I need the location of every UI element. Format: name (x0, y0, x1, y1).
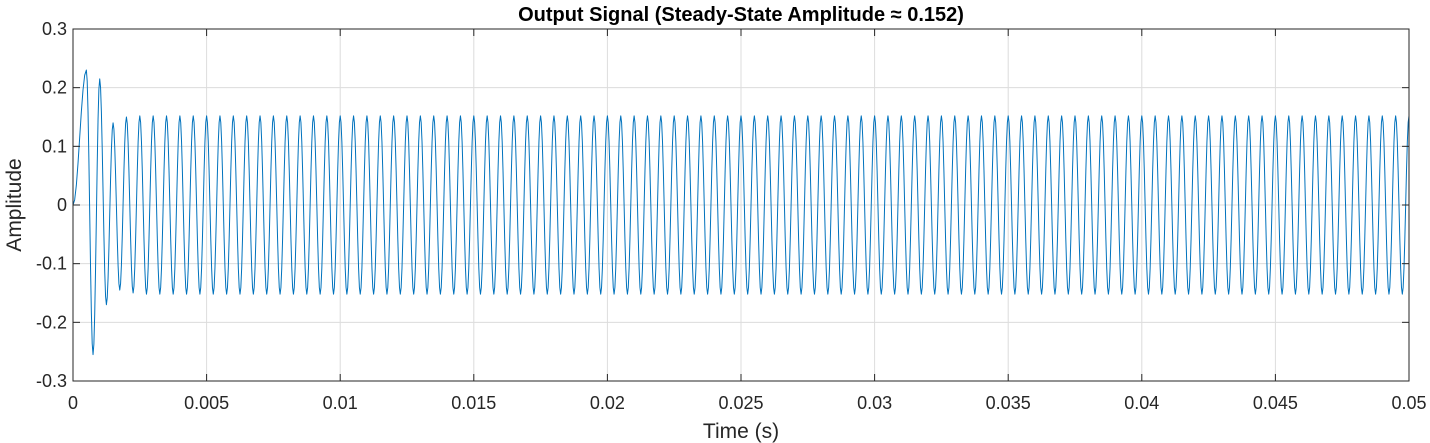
y-tick-label: -0.2 (36, 312, 67, 332)
x-axis-label: Time (s) (703, 420, 779, 443)
tick-labels: 0 0.005 0.01 0.015 0.02 0.025 0.03 0.035 0.04 0.0… (36, 19, 1427, 413)
x-tick-label: 0.01 (323, 393, 358, 413)
x-tick-label: 0.015 (451, 393, 496, 413)
grid (72, 28, 1410, 382)
axis-ticks (72, 28, 1410, 382)
x-tick-label: 0.02 (590, 393, 625, 413)
x-tick-label: 0.025 (718, 393, 763, 413)
y-tick-label: 0.1 (42, 136, 67, 156)
x-tick-label: 0.05 (1391, 393, 1426, 413)
x-tick-label: 0.04 (1124, 393, 1159, 413)
y-tick-label: 0.3 (42, 19, 67, 39)
series-line-0 (72, 69, 1410, 356)
x-tick-label: 0.045 (1253, 393, 1298, 413)
x-tick-label: 0 (68, 393, 78, 413)
y-tick-label: 0 (57, 195, 67, 215)
chart-title: Output Signal (Steady-State Amplitude ≈ … (518, 4, 964, 26)
y-tick-label: 0.2 (42, 78, 67, 98)
y-axis-label: Amplitude (3, 158, 26, 251)
y-tick-label: -0.3 (36, 371, 67, 391)
x-tick-label: 0.035 (986, 393, 1031, 413)
x-tick-label: 0.03 (857, 393, 892, 413)
x-tick-label: 0.005 (184, 393, 229, 413)
y-tick-label: -0.1 (36, 254, 67, 274)
series-layer (72, 69, 1410, 356)
